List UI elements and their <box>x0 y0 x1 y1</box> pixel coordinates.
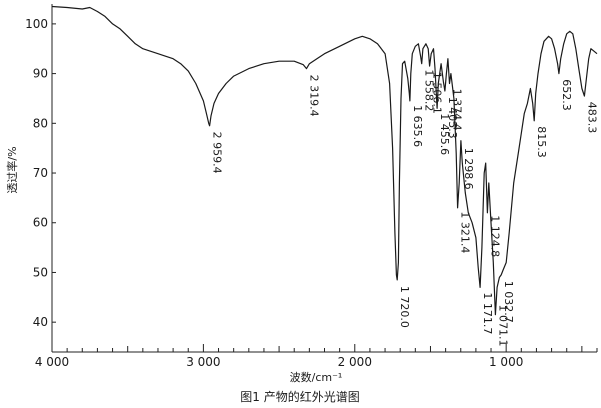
peak-label: 1 506.1 <box>431 72 444 114</box>
peak-label: 652.3 <box>560 79 573 111</box>
spectrum-line <box>51 5 598 316</box>
peak-label: 1 635.6 <box>411 105 424 147</box>
x-tick-label: 1 000 <box>489 355 523 369</box>
peak-label: 1 298.6 <box>462 148 475 190</box>
x-axis-title: 波数/cm⁻¹ <box>290 371 343 384</box>
peak-label: 1 321.4 <box>459 211 472 253</box>
peak-label: 1 124.8 <box>488 215 501 257</box>
peak-label: 1 455.6 <box>438 113 451 155</box>
peak-label: 1 558.2 <box>423 69 436 111</box>
peak-label: 1 071.1 <box>496 305 509 347</box>
figure-caption: 图1 产物的红外光谱图 <box>240 389 359 404</box>
x-tick-label: 2 000 <box>338 355 372 369</box>
peak-label: 1 171.7 <box>481 292 494 334</box>
x-axis-ticks: 4 000 3 000 2 000 1 000 <box>35 344 598 369</box>
peak-label: 1 720.0 <box>398 286 411 328</box>
peak-label: 2 959.4 <box>211 132 224 174</box>
y-tick-label: 50 <box>33 265 48 279</box>
peak-label: 1 032.7 <box>502 281 515 323</box>
peak-label: 2 319.4 <box>307 75 320 117</box>
x-tick-label: 3 000 <box>186 355 220 369</box>
y-tick-label: 40 <box>33 315 48 329</box>
y-axis-title: 透过率/% <box>5 146 19 193</box>
peak-label: 1 374.4 <box>451 89 464 131</box>
x-tick-label: 4 000 <box>35 355 69 369</box>
peak-label: 815.3 <box>535 126 548 158</box>
y-tick-label: 100 <box>25 17 48 31</box>
y-tick-label: 60 <box>33 216 48 230</box>
y-tick-label: 80 <box>33 116 48 130</box>
y-axis-ticks: 100 90 80 70 60 50 40 <box>25 17 56 329</box>
peak-label: 483.3 <box>585 102 598 134</box>
peak-labels: 2 959.4 2 319.4 1 720.0 1 635.61 558.21 506… <box>211 69 599 346</box>
spectrum-series <box>51 5 598 316</box>
y-tick-label: 90 <box>33 67 48 81</box>
y-tick-label: 70 <box>33 166 48 180</box>
peak-label: 1 405.3 <box>446 97 459 139</box>
